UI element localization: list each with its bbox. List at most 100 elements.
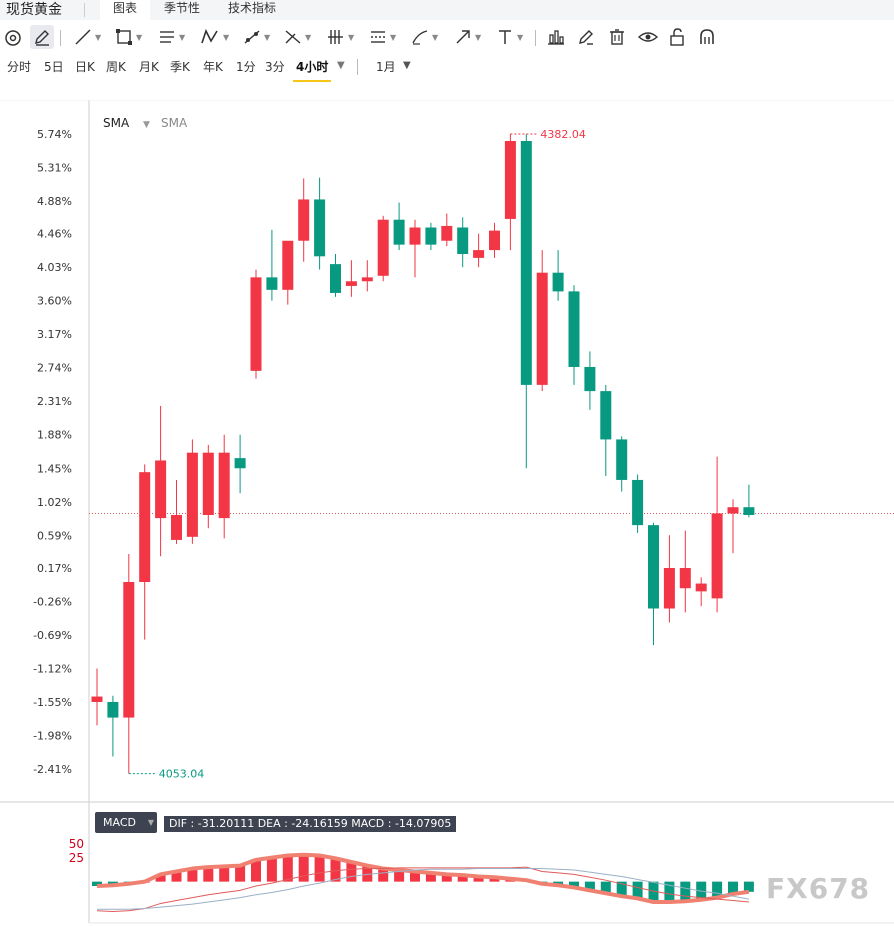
unlock-icon[interactable] [667, 25, 687, 49]
high-low-markers: 4382.04 4053.04 [128, 128, 586, 781]
low-price-label: 4053.04 [159, 768, 205, 781]
sma-label-1[interactable]: SMA [103, 116, 130, 130]
macd-hist-bar [282, 855, 293, 882]
candle-body [425, 227, 437, 245]
macd-hist-bar [473, 876, 484, 882]
trash-icon[interactable] [607, 25, 627, 49]
period-1min[interactable]: 1分 [236, 60, 256, 74]
period-yearly[interactable]: 年K [203, 60, 223, 74]
candle-body [520, 141, 532, 385]
candle-body [616, 439, 628, 480]
brush-icon[interactable]: ▼ [410, 25, 438, 49]
candle-body [536, 272, 548, 385]
y-tick-label: 2.31% [37, 395, 72, 408]
y-tick-label: 5.74% [37, 128, 72, 141]
macd-hist-bar [314, 855, 325, 882]
macd-hist-bar [728, 881, 738, 894]
macd-hist-bar [203, 867, 214, 882]
candle-body [345, 281, 357, 286]
text-icon[interactable]: ▼ [499, 30, 524, 44]
candles [91, 134, 755, 774]
macd-hist-bar [648, 881, 659, 902]
candle-body [282, 240, 294, 290]
channel-icon[interactable]: ▼ [160, 31, 186, 43]
candle-body [107, 701, 119, 718]
period-weekly[interactable]: 周K [106, 60, 126, 74]
macd-hist-bar [680, 881, 691, 902]
y-tick-label: 0.17% [37, 562, 72, 575]
macd-envelope [96, 852, 750, 904]
price-chart[interactable]: 5.74% 5.31% 4.88% 4.46% 4.03% 3.60% 3.17% 2.74%… [0, 100, 894, 927]
y-tick-label: 3.17% [37, 328, 72, 341]
sma-label-2[interactable]: SMA [161, 116, 188, 130]
candle-body [584, 366, 596, 392]
candle-body [504, 141, 516, 219]
pencil-icon[interactable] [30, 25, 54, 49]
macd-values: DIF : -31.20111 DEA : -24.16159 MACD : -… [164, 816, 457, 832]
macd-tick-50: 50 [69, 837, 84, 851]
sma-caret-icon[interactable]: ▼ [143, 120, 150, 130]
y-tick-label: -0.69% [33, 629, 72, 642]
macd-hist-bar [346, 862, 357, 882]
line-icon[interactable]: ▼ [73, 25, 101, 49]
macd-hist-bar [600, 881, 611, 894]
candle-body [600, 391, 612, 440]
macd-indicator-label[interactable]: MACD ▼ [95, 812, 157, 833]
macd-hist-bar [425, 872, 436, 882]
y-tick-label: 2.74% [37, 362, 72, 375]
candle-body [139, 472, 151, 583]
tab-indicators[interactable]: 技术指标 [227, 1, 276, 15]
period-dropdown-caret[interactable]: ▼ [337, 60, 345, 71]
indicator-icon[interactable] [546, 25, 566, 49]
period-daily[interactable]: 日K [75, 60, 95, 74]
candle-body [711, 513, 723, 599]
arrow-icon[interactable]: ▼ [453, 25, 481, 49]
pattern-icon[interactable]: ▼ [199, 25, 229, 49]
period-monthly[interactable]: 月K [139, 60, 159, 74]
magnet-icon[interactable] [3, 25, 23, 49]
period-5day[interactable]: 5日 [44, 60, 64, 74]
candle-body [202, 452, 214, 515]
period-4hour[interactable]: 4小时 [296, 60, 329, 74]
candle-body [393, 219, 405, 245]
vertical-lines-icon[interactable]: ▼ [328, 30, 355, 44]
macd-label-text: MACD [103, 816, 136, 829]
tab-seasonality[interactable]: 季节性 [163, 1, 200, 15]
candle-body [695, 583, 707, 592]
y-tick-label: 1.45% [37, 462, 72, 475]
candle-body [568, 291, 580, 367]
tab-chart[interactable]: 图表 [100, 0, 150, 20]
edit-icon[interactable] [576, 25, 596, 49]
y-tick-label: 4.03% [37, 261, 72, 274]
candle-body [266, 277, 278, 290]
y-tick-label: -1.55% [33, 696, 72, 709]
measure-icon[interactable]: ▼ [242, 25, 270, 49]
horizontal-lines-icon[interactable]: ▼ [371, 31, 397, 43]
period-intraday[interactable]: 分时 [7, 60, 32, 74]
candle-body [441, 225, 453, 241]
candle-body [171, 515, 182, 540]
period-3min[interactable]: 3分 [265, 60, 285, 74]
macd-hist-bar [235, 865, 246, 882]
candle-body [330, 264, 341, 293]
y-tick-label: -1.12% [33, 662, 72, 675]
fib-icon[interactable]: ▼ [283, 25, 311, 49]
magnet-u-icon[interactable] [697, 25, 717, 49]
candle-body [679, 567, 691, 589]
rectangle-icon[interactable]: ▼ [114, 25, 142, 49]
macd-hist-bar [394, 870, 405, 882]
y-tick-label: -1.98% [33, 729, 72, 742]
range-caret-icon[interactable]: ▼ [403, 60, 411, 71]
range-select[interactable]: 1月 [376, 60, 396, 74]
eye-icon[interactable] [637, 25, 659, 49]
period-divider [357, 59, 358, 75]
candle-body [457, 227, 469, 254]
period-quarterly[interactable]: 季K [170, 60, 190, 74]
candle-body [155, 460, 167, 519]
macd-hist-bar [92, 881, 102, 886]
macd-tick-25: 25 [69, 851, 84, 865]
y-tick-label: 4.88% [37, 195, 72, 208]
macd-hist-bar [743, 881, 754, 892]
macd-hist-bar [569, 881, 579, 888]
macd-hist-bar [251, 859, 261, 882]
